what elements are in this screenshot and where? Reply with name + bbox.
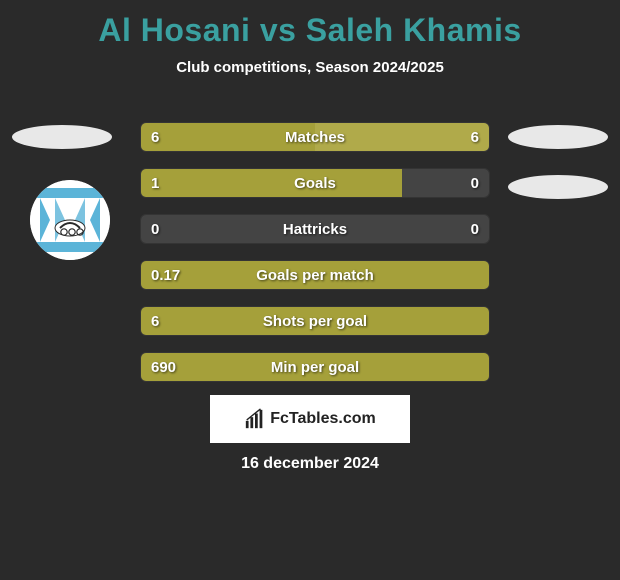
- stat-label: Goals: [141, 169, 489, 197]
- player-photo-right-placeholder-2: [508, 175, 608, 199]
- stat-row: 690Min per goal: [140, 352, 490, 382]
- fctables-logo: FcTables.com: [210, 395, 410, 443]
- page-title: Al Hosani vs Saleh Khamis: [0, 0, 620, 49]
- stat-row: 6Shots per goal: [140, 306, 490, 336]
- player-photo-left-placeholder: [12, 125, 112, 149]
- stat-label: Min per goal: [141, 353, 489, 381]
- stat-row: 66Matches: [140, 122, 490, 152]
- chart-icon: [244, 408, 266, 430]
- stat-row: 0.17Goals per match: [140, 260, 490, 290]
- stat-row: 10Goals: [140, 168, 490, 198]
- stat-row: 00Hattricks: [140, 214, 490, 244]
- team-badge-icon: [30, 180, 110, 260]
- team-badge: [30, 180, 110, 260]
- fctables-logo-text: FcTables.com: [270, 410, 376, 428]
- stats-bars: 66Matches 10Goals 00Hattricks 0.17Goals per…: [140, 122, 490, 398]
- player-photo-right-placeholder-1: [508, 125, 608, 149]
- stat-label: Shots per goal: [141, 307, 489, 335]
- subtitle: Club competitions, Season 2024/2025: [0, 59, 620, 76]
- stat-label: Goals per match: [141, 261, 489, 289]
- date-text: 16 december 2024: [0, 455, 620, 473]
- stat-label: Matches: [141, 123, 489, 151]
- stat-label: Hattricks: [141, 215, 489, 243]
